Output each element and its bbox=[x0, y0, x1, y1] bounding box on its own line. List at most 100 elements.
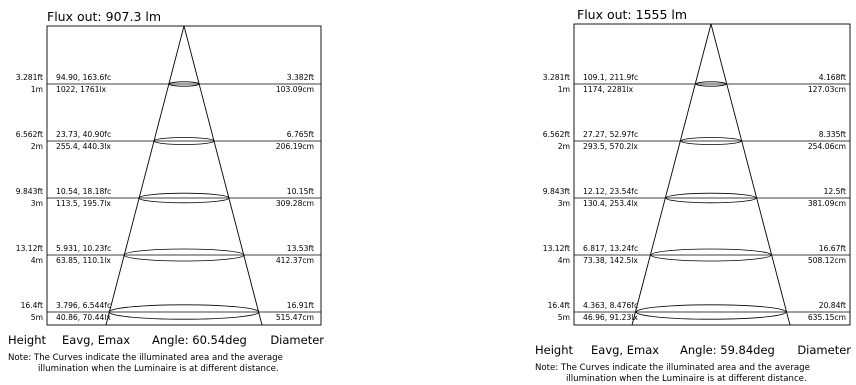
angle-label: Angle: 59.84deg bbox=[680, 343, 775, 357]
diameter-ft: 10.15ft bbox=[287, 187, 314, 196]
distance-row: 6.562ft 2m 27.27, 52.97fc 293.5, 570.2lx… bbox=[543, 130, 850, 151]
beam-ellipse bbox=[635, 304, 787, 320]
distance-row: 3.281ft 1m 109.1, 211.9fc 1174, 2281lx 4… bbox=[543, 73, 850, 94]
height-ft: 13.12ft bbox=[16, 244, 43, 253]
diameter-label: Diameter bbox=[270, 333, 324, 347]
illuminance-lx: 1174, 2281lx bbox=[583, 85, 634, 94]
height-ft: 13.12ft bbox=[543, 244, 570, 253]
illuminance-lx: 255.4, 440.3lx bbox=[56, 142, 111, 151]
diameter-cm: 381.09cm bbox=[808, 199, 846, 208]
height-ft: 6.562ft bbox=[16, 130, 43, 139]
distance-row: 13.12ft 4m 5.931, 10.23fc 63.85, 110.1lx… bbox=[16, 244, 321, 265]
diameter-cm: 206.19cm bbox=[276, 142, 314, 151]
diameter-cm: 515.47cm bbox=[276, 313, 314, 322]
diagram-frame bbox=[46, 25, 322, 326]
illuminance-lx: 40.86, 70.44lx bbox=[56, 313, 111, 322]
beam-ellipse bbox=[138, 192, 230, 204]
height-ft: 3.281ft bbox=[16, 73, 43, 82]
note-line-1: Note: The Curves indicate the illuminate… bbox=[535, 363, 810, 373]
illuminance-fc: 27.27, 52.97fc bbox=[583, 130, 638, 139]
diameter-ft: 16.91ft bbox=[287, 301, 314, 310]
note-line-1: Note: The Curves indicate the illuminate… bbox=[8, 353, 283, 363]
beam-ellipse bbox=[680, 137, 742, 145]
diagram-frame bbox=[573, 23, 851, 326]
distance-row: 16.4ft 5m 3.796, 6.544fc 40.86, 70.44lx … bbox=[21, 301, 321, 322]
illuminance-fc: 12.12, 23.54fc bbox=[583, 187, 638, 196]
illuminance-fc: 3.796, 6.544fc bbox=[56, 301, 111, 310]
beam-edge-left bbox=[631, 23, 712, 326]
height-m: 5m bbox=[31, 313, 43, 322]
illuminance-lx: 293.5, 570.2lx bbox=[583, 142, 638, 151]
illuminance-lx: 73.38, 142.5lx bbox=[583, 256, 638, 265]
distance-row: 6.562ft 2m 23.73, 40.90fc 255.4, 440.3lx… bbox=[16, 130, 321, 151]
illuminance-lx: 46.96, 91.23lx bbox=[583, 313, 638, 322]
height-m: 1m bbox=[31, 85, 43, 94]
height-m: 4m bbox=[558, 256, 570, 265]
diameter-cm: 103.09cm bbox=[276, 85, 314, 94]
height-ft: 9.843ft bbox=[543, 187, 570, 196]
diameter-ft: 13.53ft bbox=[287, 244, 314, 253]
diameter-ft: 4.168ft bbox=[819, 73, 846, 82]
height-m: 4m bbox=[31, 256, 43, 265]
height-m: 1m bbox=[558, 85, 570, 94]
illuminance-lx: 63.85, 110.1lx bbox=[56, 256, 111, 265]
diameter-ft: 20.84ft bbox=[819, 301, 846, 310]
height-ft: 16.4ft bbox=[548, 301, 570, 310]
illuminance-fc: 6.817, 13.24fc bbox=[583, 244, 638, 253]
beam-ellipse bbox=[695, 81, 727, 87]
height-label: Height bbox=[8, 333, 47, 347]
diameter-ft: 3.382ft bbox=[287, 73, 314, 82]
beam-edge-right bbox=[183, 25, 263, 326]
illuminance-fc: 109.1, 211.9fc bbox=[583, 73, 638, 82]
height-m: 5m bbox=[558, 313, 570, 322]
beam-edge-right bbox=[710, 23, 791, 326]
illuminance-fc: 4.363, 8.476fc bbox=[583, 301, 638, 310]
height-ft: 6.562ft bbox=[543, 130, 570, 139]
height-ft: 9.843ft bbox=[16, 187, 43, 196]
height-label: Height bbox=[535, 343, 574, 357]
illuminance-fc: 94.90, 163.6fc bbox=[56, 73, 111, 82]
illuminance-fc: 5.931, 10.23fc bbox=[56, 244, 111, 253]
diameter-cm: 254.06cm bbox=[808, 142, 846, 151]
eavg-emax-label: Eavg, Emax bbox=[591, 343, 659, 357]
diameter-cm: 635.15cm bbox=[808, 313, 846, 322]
flux-label: Flux out: 1555 lm bbox=[577, 7, 687, 22]
height-m: 2m bbox=[31, 142, 43, 151]
beam-diagram-1: Flux out: 907.3 lm 3.281ft 1m 94.90, 163… bbox=[8, 9, 324, 374]
height-ft: 3.281ft bbox=[543, 73, 570, 82]
beam-ellipse bbox=[153, 137, 215, 145]
distance-row: 16.4ft 5m 4.363, 8.476fc 46.96, 91.23lx … bbox=[548, 301, 850, 322]
beam-edge-left bbox=[105, 25, 185, 326]
distance-row: 9.843ft 3m 12.12, 23.54fc 130.4, 253.4lx… bbox=[543, 187, 850, 208]
beam-ellipse bbox=[168, 81, 200, 87]
beam-ellipse bbox=[665, 192, 757, 204]
angle-label: Angle: 60.54deg bbox=[152, 333, 247, 347]
illuminance-lx: 1022, 1761lx bbox=[56, 85, 107, 94]
beam-ellipse bbox=[108, 304, 260, 320]
height-m: 3m bbox=[31, 199, 43, 208]
note-line-2: illumination when the Luminaire is at di… bbox=[38, 364, 279, 374]
illuminance-fc: 10.54, 18.18fc bbox=[56, 187, 111, 196]
height-m: 3m bbox=[558, 199, 570, 208]
distance-row: 3.281ft 1m 94.90, 163.6fc 1022, 1761lx 3… bbox=[16, 73, 321, 94]
beam-ellipse bbox=[123, 248, 245, 262]
diameter-ft: 6.765ft bbox=[287, 130, 314, 139]
diameter-ft: 16.67ft bbox=[819, 244, 846, 253]
illuminance-lx: 113.5, 195.7lx bbox=[56, 199, 111, 208]
flux-label: Flux out: 907.3 lm bbox=[47, 9, 161, 24]
diameter-ft: 8.335ft bbox=[819, 130, 846, 139]
height-ft: 16.4ft bbox=[21, 301, 43, 310]
illuminance-fc: 23.73, 40.90fc bbox=[56, 130, 111, 139]
height-m: 2m bbox=[558, 142, 570, 151]
beam-ellipse bbox=[650, 248, 772, 262]
diameter-cm: 508.12cm bbox=[808, 256, 846, 265]
distance-row: 13.12ft 4m 6.817, 13.24fc 73.38, 142.5lx… bbox=[543, 244, 850, 265]
diameter-cm: 127.03cm bbox=[808, 85, 846, 94]
diameter-ft: 12.5ft bbox=[824, 187, 846, 196]
diameter-label: Diameter bbox=[797, 343, 851, 357]
diameter-cm: 412.37cm bbox=[276, 256, 314, 265]
distance-row: 9.843ft 3m 10.54, 18.18fc 113.5, 195.7lx… bbox=[16, 187, 321, 208]
illuminance-lx: 130.4, 253.4lx bbox=[583, 199, 638, 208]
diameter-cm: 309.28cm bbox=[276, 199, 314, 208]
